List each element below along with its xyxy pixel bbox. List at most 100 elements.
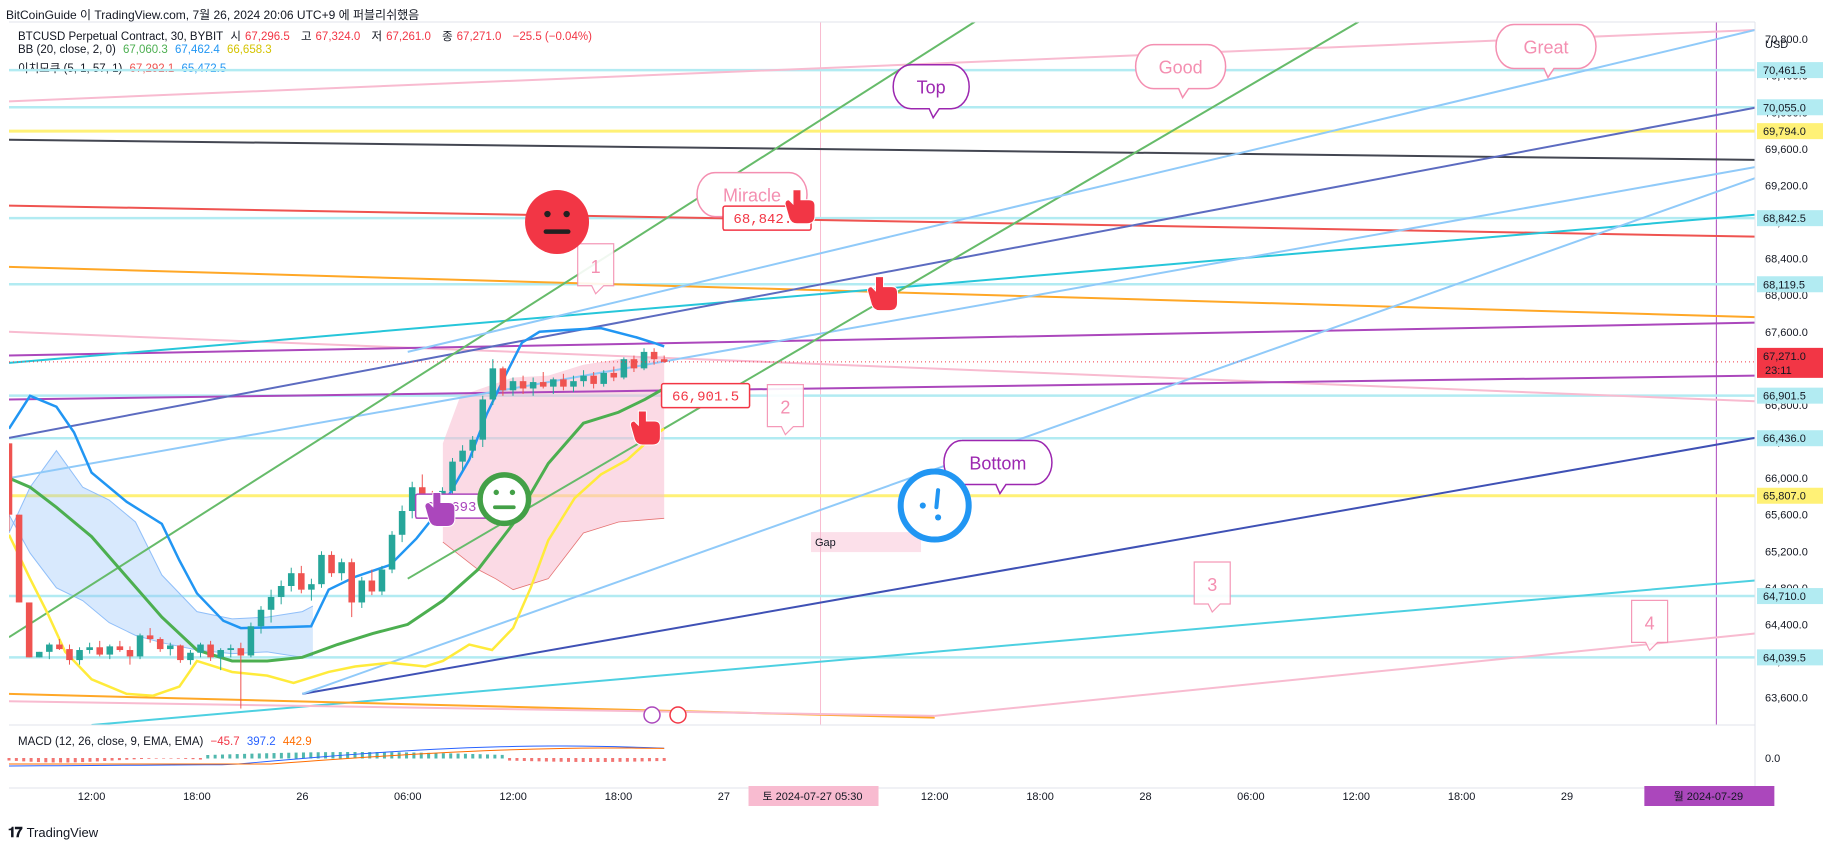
speech-bubble-label: Bottom: [969, 454, 1026, 474]
price-tick-label: 65,200.0: [1765, 546, 1808, 558]
candle-body: [46, 644, 53, 652]
macd-histogram-bar: [14, 758, 18, 761]
price-tick-label: 64,400.0: [1765, 619, 1808, 631]
candle-body: [116, 646, 124, 651]
level-tag: [1757, 99, 1823, 116]
tradingview-logo-icon: 𝟏𝟕: [8, 824, 23, 840]
level-tag: [1757, 430, 1823, 447]
smiley-icon: [525, 190, 590, 255]
candle-body: [298, 573, 305, 590]
current-price-tag: [1757, 347, 1823, 378]
candle-body: [126, 650, 134, 657]
macd-histogram-bar: [287, 752, 291, 759]
level-tag: [1757, 487, 1823, 504]
macd-histogram-bar: [471, 753, 475, 759]
macd-histogram-bar: [220, 754, 224, 759]
macd-histogram-bar: [250, 753, 254, 759]
bb-legend[interactable]: BB (20, close, 2, 0) 67,060.3 67,462.4 6…: [18, 44, 276, 56]
pink-cloud-edge: [442, 517, 665, 591]
wave-label-box: [1631, 599, 1669, 652]
macd-histogram-bar: [655, 758, 659, 762]
macd-histogram-bar: [500, 754, 504, 759]
macd-histogram-bar: [125, 758, 129, 760]
level-tag: [1757, 210, 1823, 227]
macd-histogram-bar: [243, 753, 247, 759]
candle-body: [529, 382, 537, 389]
macd-histogram-bar: [88, 758, 92, 762]
trendline: [302, 177, 1755, 695]
smiley-eye: [919, 502, 926, 509]
symbol-legend[interactable]: BTCUSD Perpetual Contract, 30, BYBIT 시 67…: [18, 28, 596, 44]
time-tick-label: 18:00: [183, 791, 211, 803]
candle-body: [378, 569, 386, 592]
macd-line: [8, 745, 665, 767]
candle-body: [368, 580, 376, 592]
macd-histogram-bar: [7, 758, 11, 761]
macd-histogram-bar: [95, 758, 99, 762]
macd-legend[interactable]: MACD (12, 26, close, 9, EMA, EMA) −45.7 …: [18, 736, 316, 748]
candle-body: [499, 368, 507, 391]
signal-line: [9, 747, 665, 765]
candle-body: [519, 381, 527, 389]
macd-histogram-bar: [36, 758, 40, 763]
price-tick-label: 69,600.0: [1765, 144, 1808, 156]
bb-lower-line: [9, 427, 665, 698]
candle-body: [287, 573, 295, 586]
macd-pane: [7, 745, 666, 767]
candle-body: [146, 635, 154, 640]
level-tag: [1757, 276, 1823, 293]
macd-histogram-bar: [486, 754, 490, 759]
candle-body: [106, 646, 114, 655]
wave-label: 2: [780, 398, 790, 418]
wave-label-box: [577, 243, 615, 295]
macd-histogram-bar: [44, 758, 48, 763]
wave-label-box: [1193, 561, 1231, 614]
macd-histogram-bar: [51, 758, 55, 763]
level-tag-label: 66,436.0: [1763, 433, 1806, 445]
price-chart[interactable]: Gap 1 2 3 4 Miracle Top Good Great Bottom 68,842.5…: [0, 0, 1835, 820]
candle-body: [136, 635, 144, 657]
candle-body: [600, 372, 607, 384]
bolt-icon: [643, 706, 661, 724]
macd-histogram-bar: [140, 758, 144, 759]
level-tag: [1757, 62, 1823, 79]
candle-body: [177, 645, 184, 661]
trendline: [91, 579, 1755, 725]
macd-histogram-bar: [301, 752, 305, 759]
speech-bubble-label: Good: [1159, 58, 1203, 78]
candle-body: [66, 649, 73, 661]
candle-body: [560, 379, 567, 387]
level-tag-label: 64,710.0: [1763, 591, 1806, 603]
tradingview-footer: 𝟏𝟕 TradingView: [8, 824, 98, 841]
macd-histogram-bar: [530, 758, 534, 762]
smiley-eye: [493, 489, 499, 496]
candle-body: [550, 379, 557, 387]
trendline: [9, 204, 1755, 238]
candle-body: [56, 644, 63, 650]
macd-histogram-bar: [22, 758, 26, 762]
macd-histogram-bar: [522, 758, 526, 761]
macd-histogram-bar: [81, 758, 85, 763]
macd-histogram-bar: [441, 753, 445, 759]
candle-body: [76, 650, 83, 661]
symbol-name: BTCUSD Perpetual Contract, 30, BYBIT: [18, 31, 224, 43]
macd-histogram-bar: [625, 758, 629, 762]
callout-label: 66,901.5: [672, 390, 739, 406]
macd-histogram-bar: [117, 758, 121, 761]
candle-body: [156, 639, 164, 650]
time-tick-label: 27: [718, 791, 730, 803]
macd-histogram-bar: [434, 752, 438, 759]
macd-histogram-bar: [581, 758, 585, 762]
ichimoku-cloud: [9, 450, 313, 658]
speech-bubble: [1495, 23, 1597, 80]
trendline: [9, 106, 1755, 439]
time-tick-label: 18:00: [1026, 791, 1054, 803]
level-tag-label: 68,842.5: [1763, 213, 1806, 225]
level-tag-label: 64,039.5: [1763, 652, 1806, 664]
macd-histogram-bar: [596, 758, 600, 762]
macd-histogram-bar: [206, 755, 210, 759]
wave-label: 3: [1207, 575, 1217, 595]
date-marker-label: 토 2024-07-27 05:30: [763, 791, 863, 803]
candle-body: [489, 368, 497, 400]
macd-histogram-bar: [559, 758, 563, 762]
